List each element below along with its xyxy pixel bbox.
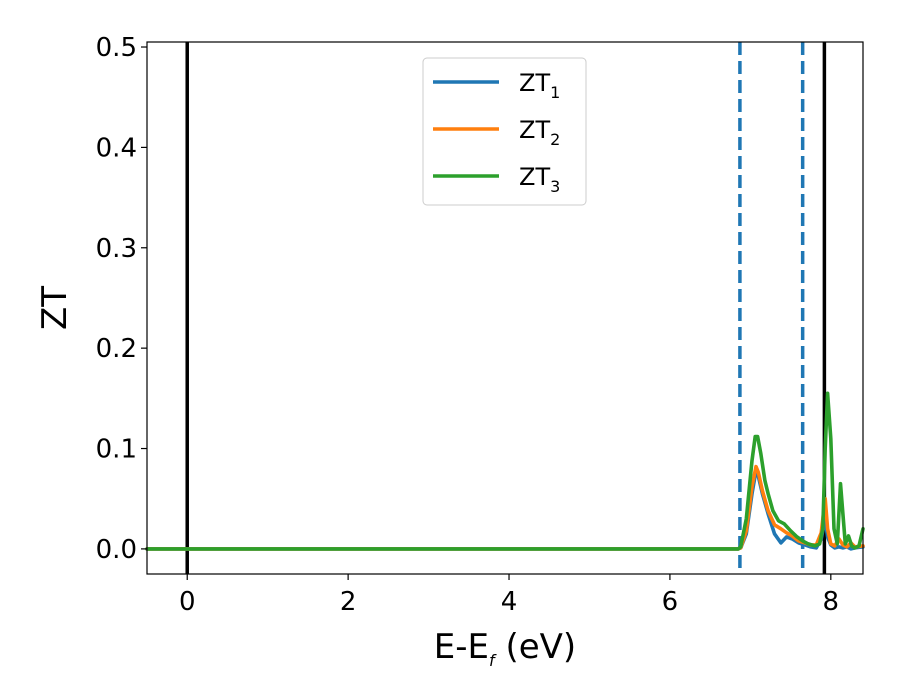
series-lines [145,391,865,551]
y-tick-label: 0.5 [96,33,137,63]
x-axis-title-main: E-E [434,627,489,667]
y-axis-ticks: 0.0 0.1 0.2 0.3 0.4 0.5 [96,33,147,565]
y-tick-label: 0.2 [96,334,137,364]
legend-entry: ZT3 [433,163,560,196]
x-tick-label: 6 [662,587,679,617]
legend-label: ZT1 [519,69,560,102]
x-tick-label: 2 [340,587,357,617]
y-tick-label: 0.0 [96,535,137,565]
x-axis-title-sub: f [489,651,497,670]
x-axis-ticks: 0 2 4 6 8 [179,574,839,617]
legend-entry: ZT2 [433,116,560,149]
legend-entry: ZT1 [433,69,560,102]
legend-label: ZT2 [519,116,560,149]
legend-label: ZT3 [519,163,560,196]
x-axis-title-unit: (eV) [495,627,577,667]
x-tick-label: 4 [501,587,518,617]
x-tick-label: 0 [179,587,196,617]
y-tick-label: 0.3 [96,234,137,264]
x-axis-title: E-Ef (eV) [434,627,576,670]
y-tick-label: 0.4 [96,133,137,163]
series-line-1 [145,468,865,551]
legend-box [422,57,587,206]
y-axis-title: ZT [35,286,75,330]
legend: ZT1 ZT2 ZT3 [422,57,587,206]
y-tick-label: 0.1 [96,435,137,465]
x-tick-label: 8 [823,587,840,617]
series-line-3 [145,391,865,551]
plot-frame [146,41,864,575]
